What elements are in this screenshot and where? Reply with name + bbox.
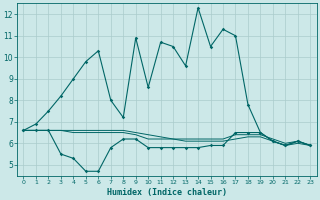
X-axis label: Humidex (Indice chaleur): Humidex (Indice chaleur) xyxy=(107,188,227,197)
